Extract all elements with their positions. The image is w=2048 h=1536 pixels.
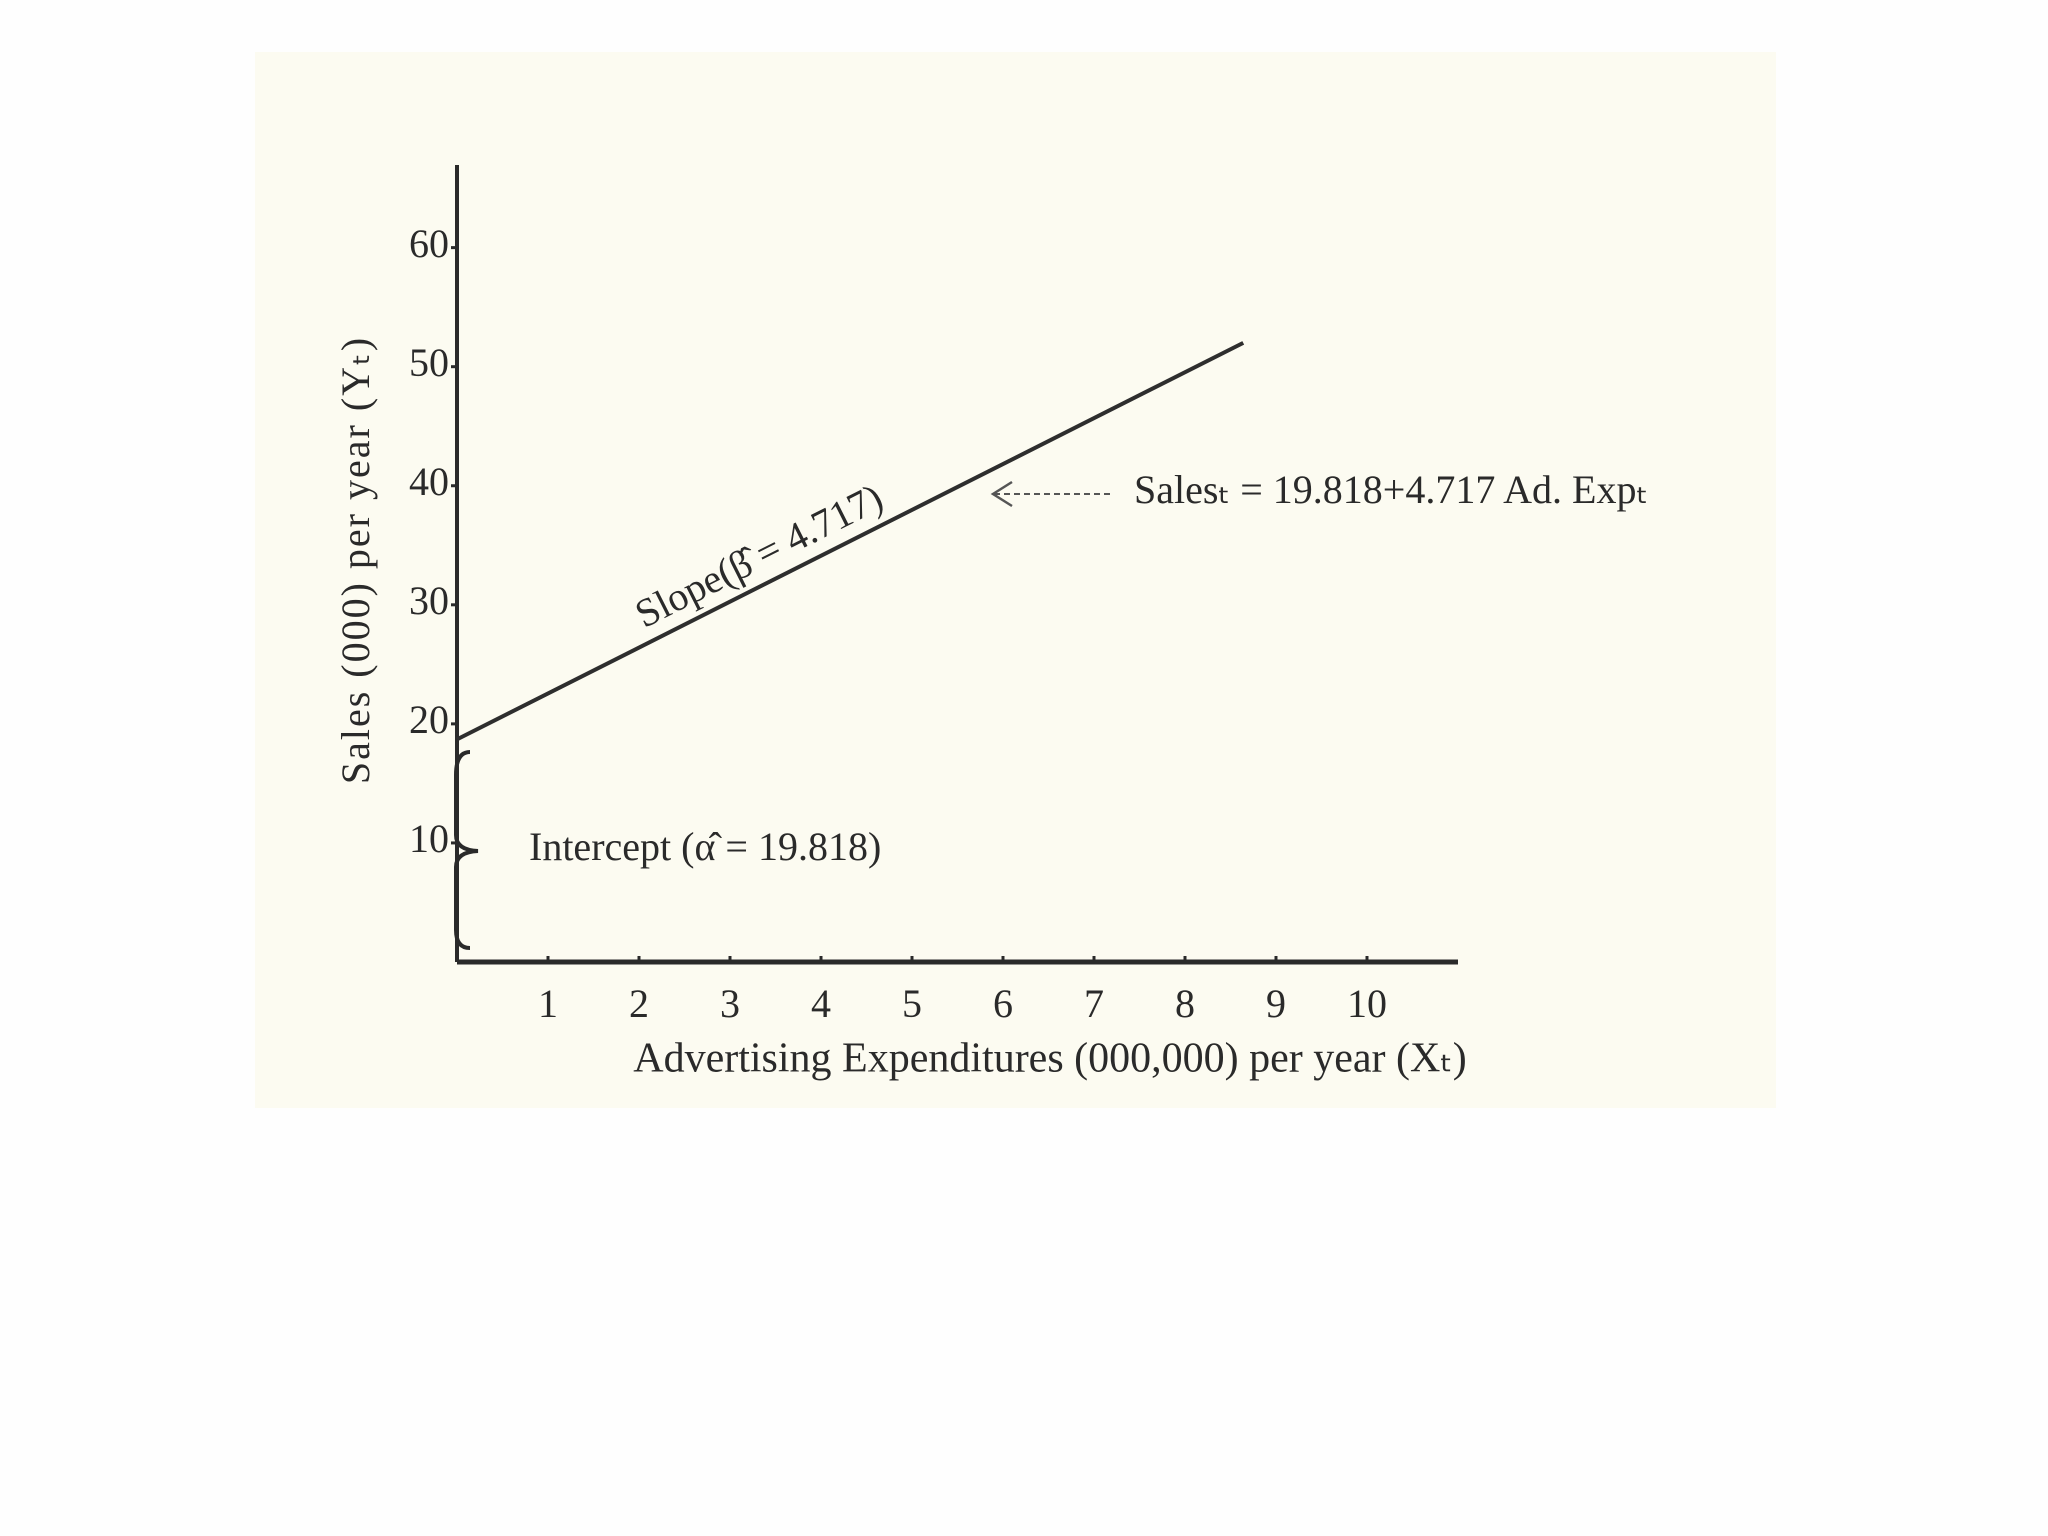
equation-arrowhead <box>990 480 1013 508</box>
y-tick-label: 50 <box>409 340 449 385</box>
x-tick-label: 10 <box>1347 981 1387 1026</box>
x-tick-label: 9 <box>1266 981 1286 1026</box>
x-tick-label: 2 <box>629 981 649 1026</box>
scan-background <box>255 52 1776 1108</box>
y-tick-label: 40 <box>409 459 449 504</box>
x-tick-label: 4 <box>811 981 831 1026</box>
x-axis-label: Advertising Expenditures (000,000) per y… <box>633 1036 1466 1082</box>
x-tick-label: 1 <box>538 981 558 1026</box>
x-tick-label: 6 <box>993 981 1013 1026</box>
intercept-label: Intercept (α̂ = 19.818) <box>529 824 881 869</box>
y-axis-label: Sales (000) per year (Yₜ) <box>333 336 378 784</box>
x-tick-label: 8 <box>1175 981 1195 1026</box>
x-tick-label: 7 <box>1084 981 1104 1026</box>
y-tick-label: 60 <box>409 221 449 266</box>
equation-label: Salesₜ = 19.818+4.717 Ad. Expₜ <box>1134 467 1648 512</box>
y-tick-label: 20 <box>409 697 449 742</box>
x-tick-label: 5 <box>902 981 922 1026</box>
y-tick-label: 30 <box>409 578 449 623</box>
y-tick-label: 10 <box>409 816 449 861</box>
x-tick-label: 3 <box>720 981 740 1026</box>
regression-line <box>456 341 1245 742</box>
